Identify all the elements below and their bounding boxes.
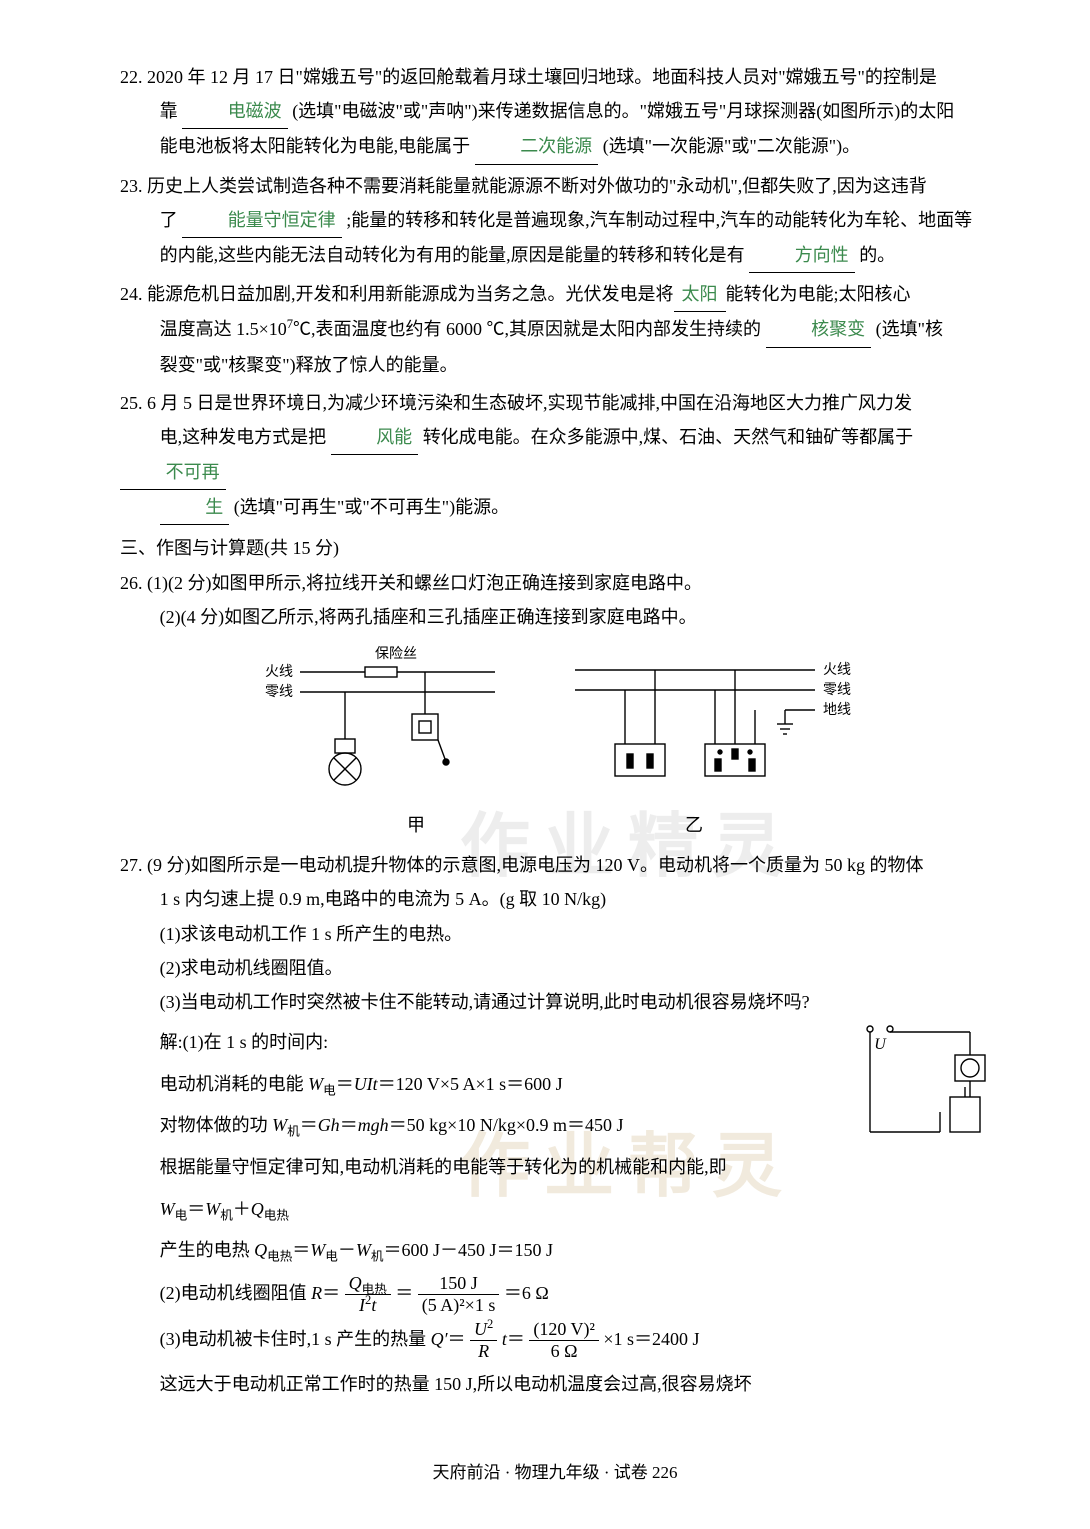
section-3-header: 三、作图与计算题(共 15 分) — [120, 531, 990, 565]
q22-text-1: . 2020 年 12 月 17 日"嫦娥五号"的返回舱载着月球土壤回归地球。地… — [138, 67, 937, 87]
q26-num: 26 — [120, 573, 138, 593]
sol-l5: 产生的电热 Q电热＝W电－W机＝600 J－450 J＝150 J — [160, 1231, 990, 1271]
q22-answer-1: 电磁波 — [182, 94, 288, 129]
q24-answer-2: 核聚变 — [766, 312, 872, 347]
fraction-2: 150 J (5 A)²×1 s — [418, 1273, 500, 1317]
q22-num: 22 — [120, 67, 138, 87]
sol-l8: 这远大于电动机正常工作时的热量 150 J,所以电动机温度会过高,很容易烧坏 — [160, 1365, 990, 1405]
question-24: 24. 能源危机日益加剧,开发和利用新能源成为当务之急。光伏发电是将太阳能转化为… — [120, 277, 990, 382]
q25-answer-2b: 生 — [160, 490, 230, 525]
live-wire-label-r: 火线 — [823, 662, 851, 678]
question-27: 27. (9 分)如图所示是一电动机提升物体的示意图,电源电压为 120 V。电… — [120, 848, 990, 1019]
q27-num: 27 — [120, 855, 138, 875]
voltage-label: U — [874, 1036, 887, 1053]
q22-line3: 能电池板将太阳能转化为电能,电能属于 二次能源 (选填"一次能源"或"二次能源"… — [120, 129, 860, 164]
q22-line2: 靠 电磁波 (选填"电磁波"或"声呐")来传递数据信息的。"嫦娥五号"月球探测器… — [120, 94, 954, 129]
q24-answer-1: 太阳 — [674, 277, 726, 312]
fuse-label: 保险丝 — [375, 646, 417, 662]
question-25: 25. 6 月 5 日是世界环境日,为减少环境污染和生态破坏,实现节能减排,中国… — [120, 386, 990, 526]
page-footer: 天府前沿 · 物理九年级 · 试卷 226 — [120, 1457, 990, 1489]
question-22: 22. 2020 年 12 月 17 日"嫦娥五号"的返回舱载着月球土壤回归地球… — [120, 60, 990, 165]
fraction-4: (120 V)² 6 Ω — [529, 1319, 599, 1363]
sol-l7: (3)电动机被卡住时,1 s 产生的热量 Q′＝ U2 R t＝ (120 V)… — [160, 1319, 990, 1363]
circuit-diagram-jia: 保险丝 火线 零线 — [245, 644, 505, 804]
q25-answer-2a: 不可再 — [120, 455, 226, 490]
q25-answer-1: 风能 — [331, 420, 419, 455]
neutral-wire-label: 零线 — [265, 684, 293, 700]
circuit-diagram-yi: 火线 零线 地线 — [565, 644, 865, 804]
q23-answer-1: 能量守恒定律 — [182, 203, 342, 238]
sol-l3: 根据能量守恒定律可知,电动机消耗的电能等于转化为的机械能和内能,即 — [160, 1148, 990, 1188]
q24-num: 24 — [120, 284, 138, 304]
sol-l4: W电＝W机＋Q电热 — [160, 1190, 990, 1230]
fraction-1: Q电热 I2t — [345, 1273, 391, 1317]
q23-num: 23 — [120, 176, 138, 196]
question-26: 26. (1)(2 分)如图甲所示,将拉线开关和螺丝口灯泡正确连接到家庭电路中。… — [120, 566, 990, 634]
sol-l6: (2)电动机线圈阻值 R＝ Q电热 I2t ＝ 150 J (5 A)²×1 s… — [160, 1273, 990, 1317]
q22-answer-2: 二次能源 — [475, 129, 599, 164]
q26-diagrams: 保险丝 火线 零线 火线 零线 地 — [120, 644, 990, 804]
neutral-wire-label-r: 零线 — [823, 682, 851, 698]
caption-yi: 乙 — [685, 808, 703, 842]
q23-answer-2: 方向性 — [749, 238, 855, 273]
fraction-3: U2 R — [470, 1319, 497, 1363]
ground-wire-label-r: 地线 — [823, 702, 851, 718]
diagram-captions: 甲 乙 — [120, 808, 990, 842]
question-23: 23. 历史上人类尝试制造各种不需要消耗能量就能源源不断对外做功的"永动机",但… — [120, 169, 990, 274]
motor-circuit-diagram: U — [850, 1017, 990, 1147]
q25-num: 25 — [120, 393, 138, 413]
live-wire-label: 火线 — [265, 664, 293, 680]
caption-jia: 甲 — [407, 808, 425, 842]
